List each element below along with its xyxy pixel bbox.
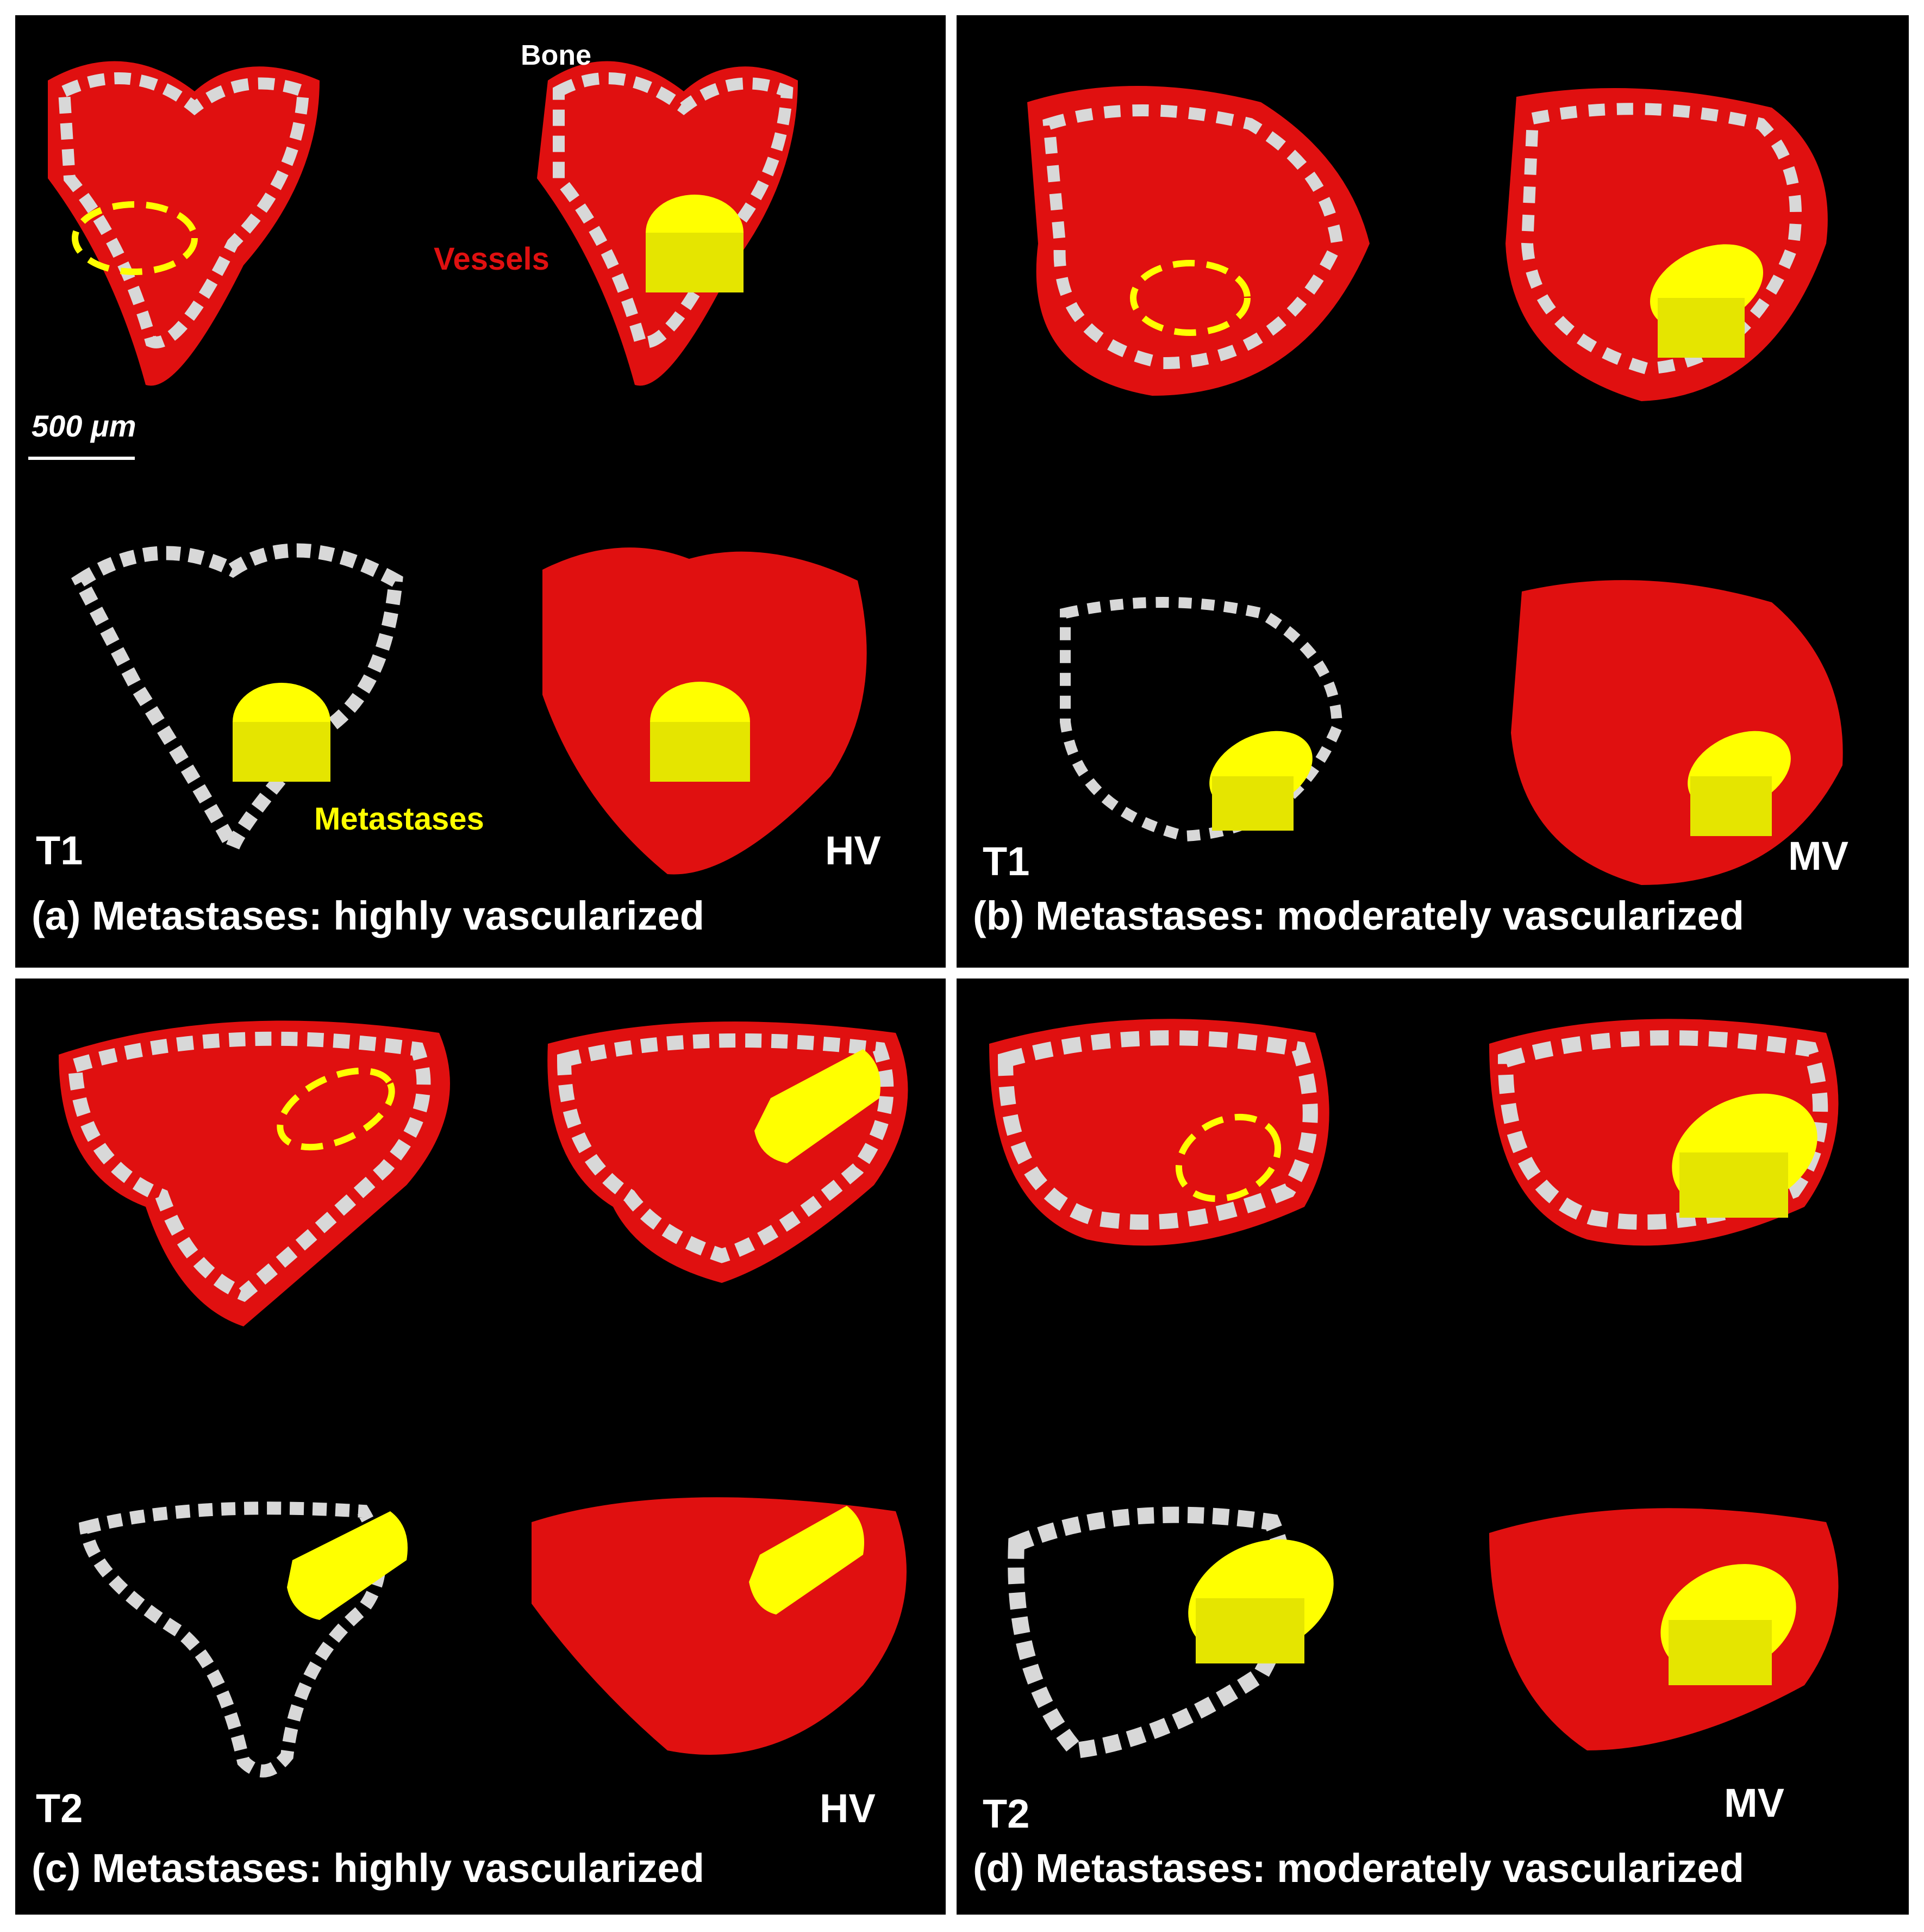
render-b-bottom-right (1511, 580, 1843, 885)
render-b-bottom-left (1060, 597, 1343, 842)
caption-d: (d) Metastases: moderately vascularized (973, 1846, 1744, 1891)
scale-bar (28, 457, 135, 460)
vessels-label: Vessels (434, 241, 549, 277)
panel-d: T2 MV (d) Metastases: moderately vascula… (957, 979, 1909, 1915)
render-d-bottom-left (1008, 1506, 1334, 1759)
render-d-top-left (989, 1019, 1329, 1246)
type-label-d: MV (1724, 1780, 1784, 1825)
roi-ellipse-d1 (1175, 1113, 1282, 1202)
caption-b: (b) Metastases: moderately vascularized (973, 893, 1744, 938)
render-a-bottom-left (71, 543, 403, 864)
time-label-c: T2 (36, 1786, 83, 1831)
time-label-d: T2 (983, 1791, 1030, 1836)
bone-label: Bone (521, 40, 591, 71)
render-d-bottom-right (1489, 1508, 1839, 1750)
type-label-b: MV (1788, 833, 1848, 878)
render-c-top-right (547, 1021, 908, 1283)
render-a-bottom-right (542, 547, 867, 875)
panel-c-renderings (59, 1020, 908, 1778)
caption-c: (c) Metastases: highly vascularized (32, 1846, 704, 1891)
panel-a-renderings (48, 61, 867, 875)
scale-bar-label: 500 μm (32, 409, 136, 443)
render-c-top-left (59, 1020, 450, 1326)
render-b-top-left (1027, 86, 1370, 396)
render-b-top-right (1506, 88, 1828, 401)
caption-a: (a) Metastases: highly vascularized (32, 893, 704, 938)
roi-ellipse-a1 (72, 201, 198, 275)
time-label-a: T1 (36, 828, 83, 873)
panel-c: T2 HV (c) Metastases: highly vascularize… (15, 979, 946, 1915)
type-label-a: HV (825, 828, 881, 873)
render-a-top-right (537, 61, 798, 386)
render-a-top-left (48, 61, 320, 386)
panel-d-renderings (989, 1019, 1839, 1759)
roi-ellipse-b1 (1130, 260, 1251, 336)
time-label-b: T1 (983, 839, 1030, 884)
metastases-label: Metastases (314, 801, 484, 837)
panel-a: Bone Vessels Metastases 500 μm T1 HV (a)… (15, 15, 946, 968)
render-d-top-right (1489, 1019, 1839, 1246)
panel-b: T1 MV (b) Metastases: moderately vascula… (957, 15, 1909, 968)
type-label-c: HV (820, 1786, 876, 1831)
render-c-bottom-right (532, 1497, 907, 1755)
panel-b-renderings (1027, 86, 1843, 885)
render-c-bottom-left (78, 1501, 408, 1778)
